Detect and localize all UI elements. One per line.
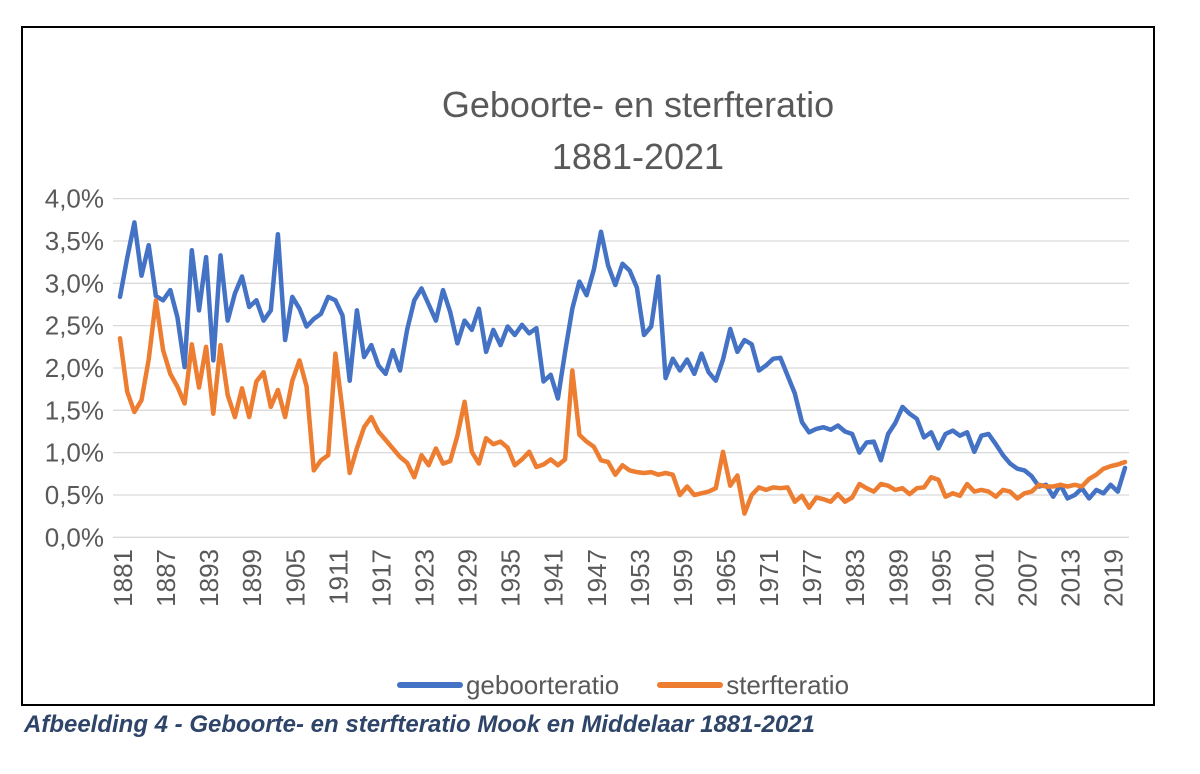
y-axis-tick-label: 1,5% xyxy=(45,395,104,425)
series-line-sterfteratio xyxy=(117,298,1128,516)
x-axis-tick-label: 2001 xyxy=(969,549,999,607)
chart-legend: geboorteratio sterfteratio xyxy=(23,665,1200,705)
legend-item-geboorteratio: geboorteratio xyxy=(396,669,620,701)
x-axis-tick-label: 1971 xyxy=(754,549,784,607)
sterfteratio-line-swatch-icon xyxy=(657,682,724,688)
x-axis-tick-label: 1941 xyxy=(539,549,569,607)
legend-label-geboorteratio: geboorteratio xyxy=(465,669,620,700)
chart-subtitle: 1881-2021 xyxy=(551,136,725,177)
x-axis-tick-label: 1983 xyxy=(840,549,870,607)
figure-caption: Afbeelding 4 - Geboorte- en sterfteratio… xyxy=(24,711,815,738)
chart-title: Geboorte- en sterfteratio xyxy=(441,84,835,125)
chart-title-block: Geboorte- en sterfteratio 1881-2021 xyxy=(123,79,1153,183)
x-axis-tick-label: 2007 xyxy=(1013,549,1043,607)
x-axis-tick-label: 1935 xyxy=(496,549,526,607)
x-axis-tick-label: 1911 xyxy=(323,549,353,605)
x-axis-tick-label: 1977 xyxy=(797,549,827,607)
x-axis-tick-label: 1917 xyxy=(366,549,396,607)
y-axis-tick-label: 2,5% xyxy=(45,311,104,341)
x-axis-tick-label: 1995 xyxy=(926,549,956,607)
x-axis-tick-label: 1905 xyxy=(280,549,310,607)
x-axis-tick-label: 1899 xyxy=(237,549,267,607)
x-axis-tick-label: 1923 xyxy=(410,549,440,607)
y-axis-tick-label: 4,0% xyxy=(45,184,104,214)
x-axis-tick-label: 1959 xyxy=(668,549,698,607)
x-axis-tick-label: 1947 xyxy=(582,549,612,607)
y-axis-tick-label: 2,0% xyxy=(45,353,104,383)
x-axis-tick-label: 1965 xyxy=(711,549,741,607)
x-axis-tick-label: 1989 xyxy=(883,549,913,607)
x-axis-tick-label: 1929 xyxy=(453,549,483,607)
series-line-geboorteratio xyxy=(117,220,1128,501)
x-axis-tick-label: 1893 xyxy=(194,549,224,607)
y-axis-tick-label: 0,5% xyxy=(45,480,104,510)
y-axis-tick-label: 3,0% xyxy=(45,268,104,298)
x-axis-tick-label: 2019 xyxy=(1099,549,1129,607)
y-axis-tick-label: 0,0% xyxy=(45,522,104,552)
y-axis-tick-label: 1,0% xyxy=(45,438,104,468)
geboorteratio-line-swatch-icon xyxy=(396,682,463,688)
legend-item-sterfteratio: sterfteratio xyxy=(657,670,849,701)
x-axis-tick-label: 1881 xyxy=(108,549,138,607)
y-axis-tick-label: 3,5% xyxy=(45,226,104,256)
legend-label-sterfteratio: sterfteratio xyxy=(726,669,850,700)
x-axis-tick-label: 1953 xyxy=(625,549,655,607)
x-axis-tick-label: 2013 xyxy=(1056,549,1086,607)
x-axis-tick-label: 1887 xyxy=(151,549,181,607)
